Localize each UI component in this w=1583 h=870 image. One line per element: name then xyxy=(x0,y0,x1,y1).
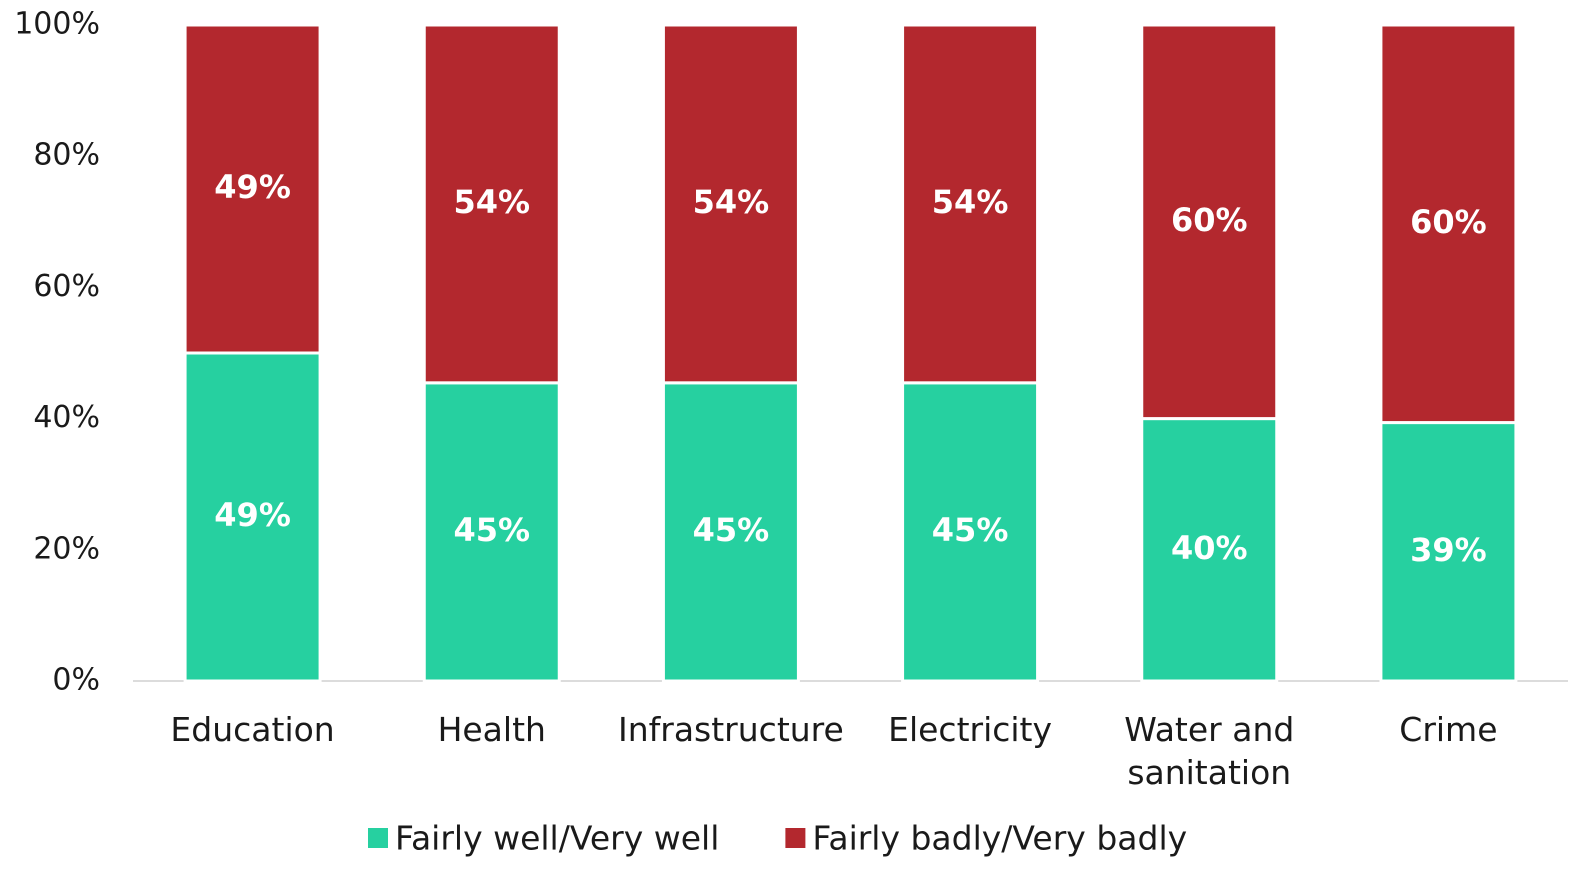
x-tick-label: Water and sanitation xyxy=(1124,710,1295,792)
data-label: 54% xyxy=(693,183,770,221)
data-label: 40% xyxy=(1171,529,1248,567)
x-tick-label: Education xyxy=(170,710,335,749)
bar-segment xyxy=(1140,23,1279,421)
y-tick-label: 80% xyxy=(33,138,100,173)
x-tick-label: Crime xyxy=(1399,710,1498,749)
data-label: 45% xyxy=(932,511,1009,549)
x-tick-label: Infrastructure xyxy=(618,710,844,749)
legend-label: Fairly badly/Very badly xyxy=(812,819,1187,858)
bar-segment xyxy=(183,23,322,355)
bar-segment xyxy=(422,381,561,683)
data-label: 60% xyxy=(1171,201,1248,239)
bar-segment xyxy=(661,381,800,683)
legend-swatch xyxy=(368,828,388,848)
bar-segment xyxy=(661,23,800,385)
bar-segment xyxy=(1140,417,1279,683)
x-tick-label: Electricity xyxy=(888,710,1053,749)
y-tick-label: 40% xyxy=(33,400,100,435)
y-tick-label: 100% xyxy=(14,7,100,42)
data-label: 49% xyxy=(214,168,291,206)
data-label: 45% xyxy=(453,511,530,549)
data-label: 54% xyxy=(932,183,1009,221)
bar-segment xyxy=(901,381,1040,683)
y-tick-label: 20% xyxy=(33,531,100,566)
bar-segment xyxy=(422,23,561,385)
data-label: 60% xyxy=(1410,203,1487,241)
legend-swatch xyxy=(785,828,806,848)
data-label: 45% xyxy=(693,511,770,549)
x-tick-label: Health xyxy=(437,710,546,749)
bar-segment xyxy=(901,23,1040,385)
data-label: 54% xyxy=(453,183,530,221)
y-tick-label: 60% xyxy=(33,269,100,304)
y-tick-label: 0% xyxy=(52,663,100,698)
bar-segment xyxy=(1379,23,1518,425)
legend-label: Fairly well/Very well xyxy=(395,819,719,858)
bar-segment xyxy=(1379,421,1518,683)
data-label: 49% xyxy=(214,496,291,534)
data-label: 39% xyxy=(1410,531,1487,569)
